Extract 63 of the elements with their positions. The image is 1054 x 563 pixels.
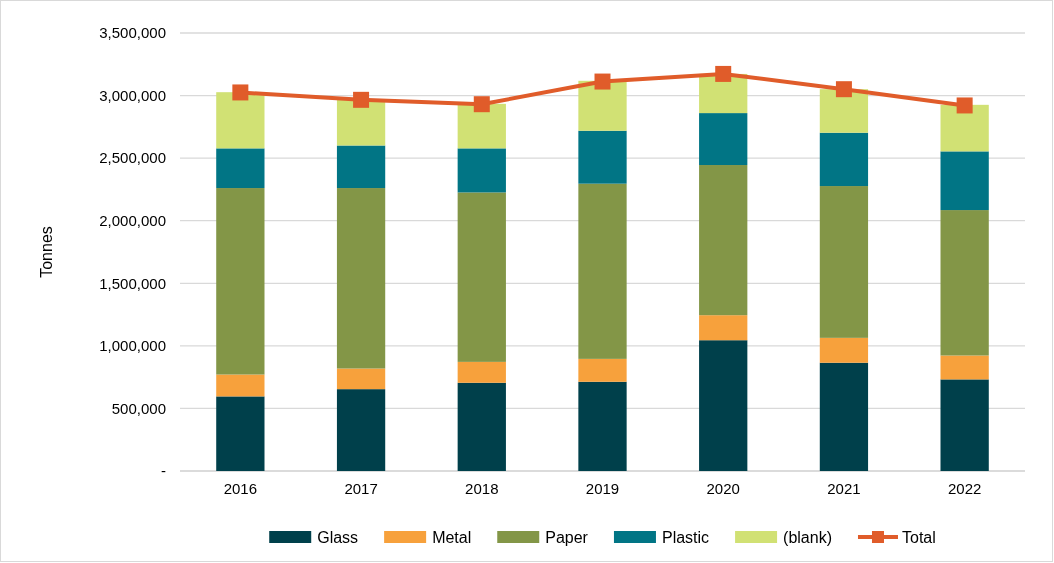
bar <box>216 188 265 375</box>
y-tick-label: - <box>161 462 166 480</box>
bar <box>819 89 869 133</box>
bar <box>216 396 265 471</box>
x-tick-label: 2018 <box>465 479 499 497</box>
bar <box>699 165 748 316</box>
point <box>835 81 852 98</box>
y-tick-label: 3,500,000 <box>99 24 166 42</box>
bar <box>578 358 627 382</box>
bar <box>336 368 386 390</box>
x-tick-label: 2022 <box>947 479 982 497</box>
bar <box>699 340 748 471</box>
legend-label: Paper <box>545 528 589 546</box>
point <box>594 73 611 90</box>
point <box>956 97 973 114</box>
point <box>715 65 732 82</box>
bar <box>336 188 386 369</box>
legend-label: (blank) <box>783 528 832 546</box>
bar <box>457 103 506 149</box>
bar <box>940 210 989 356</box>
point <box>232 84 249 101</box>
bar <box>940 379 989 471</box>
bar <box>216 148 265 189</box>
y-tick-label: 2,000,000 <box>99 212 166 230</box>
bar <box>457 192 506 362</box>
bar <box>699 315 748 341</box>
x-tick-label: 2019 <box>585 479 620 497</box>
x-tick-label: 2017 <box>344 479 378 497</box>
bar <box>819 362 869 471</box>
y-axis-title: Tonnes <box>38 226 55 278</box>
y-tick-label: 1,000,000 <box>99 337 166 355</box>
legend-label: Glass <box>317 528 359 546</box>
bar <box>699 113 748 166</box>
bar <box>940 104 989 152</box>
y-tick-label: 1,500,000 <box>99 274 166 292</box>
bar <box>336 389 386 471</box>
bar <box>336 99 386 146</box>
bar <box>940 151 989 211</box>
bar <box>578 381 627 471</box>
x-tick-label: 2020 <box>706 479 740 497</box>
y-tick-label: 500,000 <box>111 399 166 417</box>
y-tick-label: 3,000,000 <box>99 86 166 104</box>
y-tick-label: 2,500,000 <box>99 149 166 167</box>
legend-label: Plastic <box>661 528 710 546</box>
bar <box>336 145 386 189</box>
legend-label: Total <box>901 528 936 546</box>
bar <box>578 80 627 131</box>
bar <box>819 186 869 338</box>
bar <box>819 337 869 363</box>
legend-label: Metal <box>432 528 472 546</box>
bar <box>457 361 506 383</box>
bar <box>457 148 506 193</box>
x-tick-label: 2016 <box>223 479 258 497</box>
bar <box>940 355 989 380</box>
point <box>353 91 370 108</box>
bar <box>457 382 506 471</box>
bar <box>216 374 265 397</box>
bar <box>216 92 265 149</box>
bar <box>578 130 627 184</box>
bar <box>819 132 869 187</box>
x-tick-label: 2021 <box>827 479 861 497</box>
bar <box>578 183 627 359</box>
point <box>473 96 490 113</box>
